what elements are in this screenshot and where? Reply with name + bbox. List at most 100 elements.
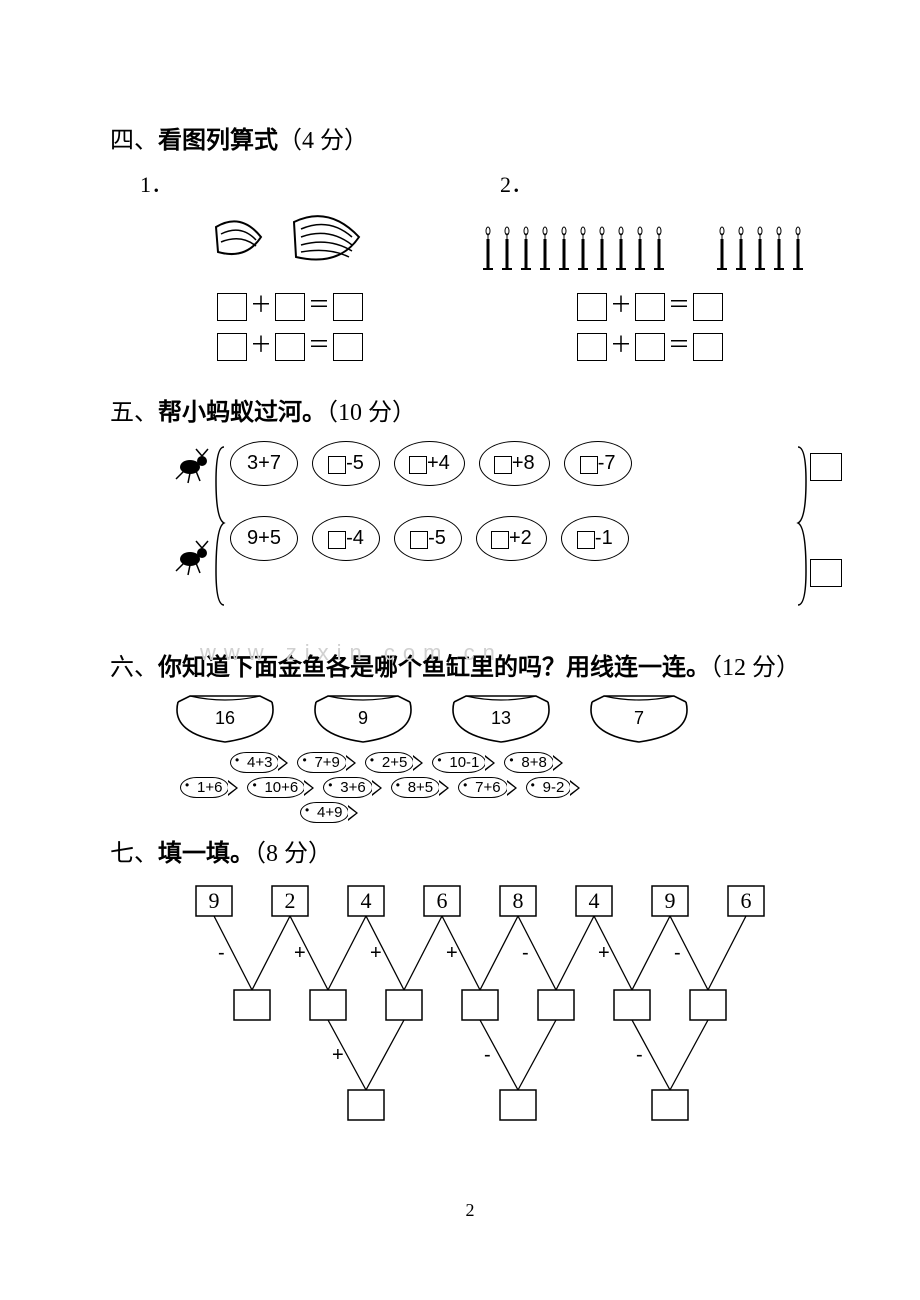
svg-text:4: 4 <box>361 888 372 913</box>
ant-river-diagram: 3+7 -5 +4 +8 -7 9+5 -4 -5 +2 -1 <box>170 441 830 631</box>
sec5-bold: 帮小蚂蚁过河。 <box>158 400 326 426</box>
sec5-points: （10 分） <box>326 400 416 426</box>
svg-text:7: 7 <box>634 708 644 728</box>
tree-svg: 92468496-+++-+-+-- <box>180 880 820 1150</box>
blank-box <box>577 333 607 361</box>
sec7-prefix: 七、 <box>110 841 158 867</box>
plus-sign: ＋ <box>250 332 272 357</box>
q4-equations-2: ＋＝ ＋＝ <box>470 285 830 364</box>
sec6-points: （12 分） <box>710 655 800 681</box>
svg-text:+: + <box>294 942 306 964</box>
section-5-title: 五、帮小蚂蚁过河。（10 分） <box>110 392 830 427</box>
banana-bunch-icon <box>206 212 276 272</box>
step-bubble: -5 <box>312 441 380 486</box>
banana-illustration <box>110 207 470 277</box>
candle-group-icon <box>480 219 674 279</box>
svg-text:13: 13 <box>491 708 511 728</box>
fish-item: 9-2 <box>526 777 572 798</box>
blank-box <box>693 293 723 321</box>
svg-text:-: - <box>674 942 681 964</box>
blank-box <box>635 333 665 361</box>
fish-item: 4+3 <box>230 752 279 773</box>
sec6-prefix: 六、 <box>110 655 158 681</box>
sec4-bold: 看图列算式 <box>158 128 278 154</box>
section-5: 五、帮小蚂蚁过河。（10 分） 3+7 -5 +4 +8 -7 9+5 -4 -5 +2 -1 <box>110 392 830 631</box>
blank-box <box>635 293 665 321</box>
blank-box <box>333 333 363 361</box>
blank-box <box>810 559 842 587</box>
step-bubble: 3+7 <box>230 441 298 486</box>
svg-text:9: 9 <box>665 888 676 913</box>
svg-text:+: + <box>370 942 382 964</box>
svg-text:4: 4 <box>589 888 600 913</box>
step-bubble: +8 <box>479 441 550 486</box>
fish-item: 4+9 <box>300 802 349 823</box>
brace-icon <box>788 441 808 611</box>
banana-bunch-icon <box>284 207 374 277</box>
plus-sign: ＋ <box>250 292 272 317</box>
sec6-bold: 你知道下面金鱼各是哪个鱼缸里的吗？用线连一连。 <box>158 655 710 681</box>
step-bubble: -4 <box>312 516 380 561</box>
fish-item: 7+9 <box>297 752 346 773</box>
fish-item: 10-1 <box>432 752 486 773</box>
fish-item: 8+5 <box>391 777 440 798</box>
q4-label-1: 1． <box>110 167 470 199</box>
svg-text:+: + <box>332 1044 344 1066</box>
brace-icon <box>214 441 234 611</box>
bubble-row-2: 9+5 -4 -5 +2 -1 <box>230 516 830 561</box>
blank-box <box>693 333 723 361</box>
svg-text:6: 6 <box>437 888 448 913</box>
svg-text:2: 2 <box>285 888 296 913</box>
svg-text:16: 16 <box>215 708 235 728</box>
page-number: 2 <box>110 1200 830 1221</box>
blank-box <box>810 453 842 481</box>
svg-text:-: - <box>484 1044 491 1066</box>
equals-sign: ＝ <box>308 292 330 317</box>
section-4-title: 四、看图列算式（4 分） <box>110 120 830 155</box>
equals-sign: ＝ <box>308 332 330 357</box>
candle-illustration <box>470 209 830 279</box>
blank-box <box>577 293 607 321</box>
section-7-title: 七、填一填。（8 分） <box>110 833 830 868</box>
fish-item: 3+6 <box>323 777 372 798</box>
svg-text:+: + <box>446 942 458 964</box>
q4-label-2: 2． <box>470 167 830 199</box>
svg-text:8: 8 <box>513 888 524 913</box>
blank-box <box>275 293 305 321</box>
fish-item: 1+6 <box>180 777 229 798</box>
step-bubble: +4 <box>394 441 465 486</box>
fishbowl-diagram: 16 9 13 7 4+37+92+510-18+8 1+610+63+68+5… <box>170 694 830 823</box>
fishbowl: 13 <box>446 694 556 744</box>
svg-text:6: 6 <box>741 888 752 913</box>
step-bubble: -7 <box>564 441 632 486</box>
sec4-points: （4 分） <box>278 128 368 154</box>
plus-sign: ＋ <box>610 292 632 317</box>
blank-box <box>217 333 247 361</box>
svg-text:9: 9 <box>358 708 368 728</box>
fish-item: 10+6 <box>247 777 305 798</box>
step-bubble: +2 <box>476 516 547 561</box>
sec7-bold: 填一填。 <box>158 841 254 867</box>
equals-sign: ＝ <box>668 292 690 317</box>
ant-icon <box>170 537 216 582</box>
q4-equations-1: ＋ ＝ ＋ ＝ <box>110 285 470 364</box>
step-bubble: -5 <box>394 516 462 561</box>
fish-item: 7+6 <box>458 777 507 798</box>
sec5-prefix: 五、 <box>110 400 158 426</box>
svg-text:-: - <box>522 942 529 964</box>
sec7-points: （8 分） <box>254 841 332 867</box>
svg-text:9: 9 <box>209 888 220 913</box>
step-bubble: -1 <box>561 516 629 561</box>
bubble-row-1: 3+7 -5 +4 +8 -7 <box>230 441 830 486</box>
blank-box <box>333 293 363 321</box>
fishbowl: 16 <box>170 694 280 744</box>
fish-item: 8+8 <box>504 752 553 773</box>
fishbowl: 9 <box>308 694 418 744</box>
section-6: 六、你知道下面金鱼各是哪个鱼缸里的吗？用线连一连。（12 分） 16 9 13 … <box>110 647 830 823</box>
ant-icon <box>170 445 216 490</box>
svg-text:+: + <box>598 942 610 964</box>
fishbowl: 7 <box>584 694 694 744</box>
section-6-title: 六、你知道下面金鱼各是哪个鱼缸里的吗？用线连一连。（12 分） <box>110 647 830 682</box>
step-bubble: 9+5 <box>230 516 298 561</box>
section-7: 七、填一填。（8 分） 92468496-+++-+-+-- <box>110 833 830 1150</box>
